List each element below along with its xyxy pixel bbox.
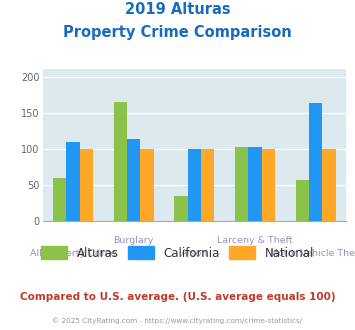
Bar — [114, 102, 127, 221]
Bar — [201, 149, 214, 221]
Bar — [262, 149, 275, 221]
Bar — [53, 178, 66, 221]
Bar — [296, 180, 309, 221]
Text: 2019 Alturas: 2019 Alturas — [125, 2, 230, 16]
Text: Burglary: Burglary — [114, 236, 154, 245]
Text: © 2025 CityRating.com - https://www.cityrating.com/crime-statistics/: © 2025 CityRating.com - https://www.city… — [53, 317, 302, 324]
Legend: Alturas, California, National: Alturas, California, National — [41, 247, 314, 260]
Bar — [235, 147, 248, 221]
Text: Larceny & Theft: Larceny & Theft — [217, 236, 293, 245]
Text: Arson: Arson — [181, 249, 208, 258]
Bar — [248, 147, 262, 221]
Text: All Property Crime: All Property Crime — [30, 249, 116, 258]
Bar — [174, 196, 188, 221]
Bar — [309, 103, 322, 221]
Bar — [127, 139, 140, 221]
Text: Motor Vehicle Theft: Motor Vehicle Theft — [270, 249, 355, 258]
Text: Property Crime Comparison: Property Crime Comparison — [63, 25, 292, 40]
Bar — [80, 149, 93, 221]
Text: Compared to U.S. average. (U.S. average equals 100): Compared to U.S. average. (U.S. average … — [20, 292, 335, 302]
Bar — [188, 149, 201, 221]
Bar — [66, 142, 80, 221]
Bar — [140, 149, 154, 221]
Bar — [322, 149, 336, 221]
